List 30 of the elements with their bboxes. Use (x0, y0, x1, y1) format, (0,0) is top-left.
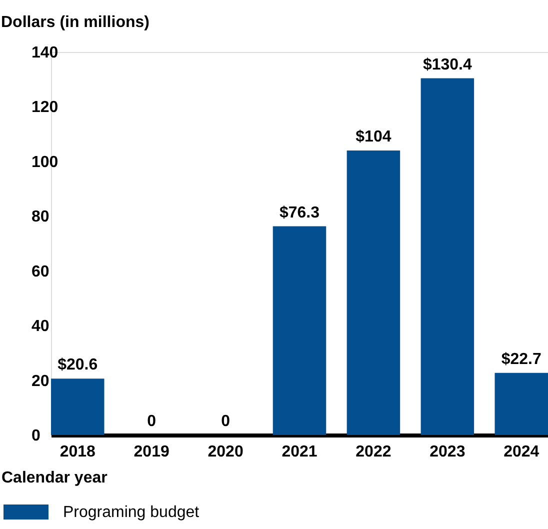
data-label: $20.6 (58, 356, 98, 374)
bar (346, 150, 400, 435)
y-tick-label: 20 (32, 372, 50, 390)
data-label: 0 (147, 413, 156, 430)
chart-title: Dollars (in millions) (1, 14, 150, 31)
x-tick-label: 2023 (430, 444, 466, 460)
y-tick-label: 100 (32, 154, 58, 171)
bar (51, 378, 104, 435)
x-tick-label: 2022 (356, 444, 392, 460)
bar (272, 226, 326, 435)
x-tick-label: 2024 (504, 444, 540, 460)
x-tick-label: 2019 (134, 444, 170, 460)
data-label: 0 (221, 413, 230, 430)
y-tick-label: 40 (32, 318, 50, 336)
x-tick-label: 2020 (208, 444, 244, 460)
y-tick-label: 120 (32, 99, 58, 116)
legend-label: Programing budget (63, 504, 200, 521)
bar (494, 372, 548, 435)
bar (420, 78, 474, 435)
x-tick-label: 2021 (282, 444, 318, 460)
x-tick-label: 2018 (60, 444, 96, 460)
y-tick-label: 60 (32, 263, 50, 280)
data-label: $104 (356, 128, 392, 146)
data-label: $22.7 (501, 350, 542, 368)
y-tick-label: 80 (32, 208, 50, 226)
x-axis-title: Calendar year (2, 470, 108, 486)
data-label: $76.3 (279, 204, 320, 222)
y-tick-label: 140 (32, 44, 58, 62)
y-tick-label: 0 (32, 428, 40, 444)
data-label: $130.4 (422, 56, 472, 74)
